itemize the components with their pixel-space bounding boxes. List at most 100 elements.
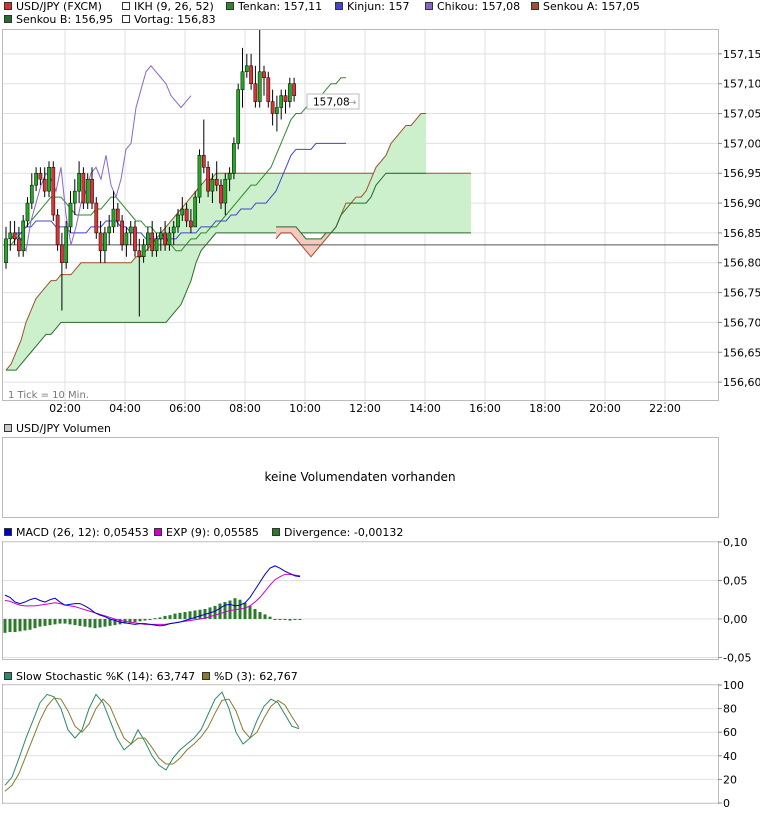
- stoch-d-line: [4, 697, 300, 792]
- candle-body: [115, 208, 120, 222]
- candle-body: [171, 226, 176, 234]
- y-tick-label: 156,65: [723, 346, 760, 359]
- candle-body: [197, 155, 202, 198]
- divergence-bar: [243, 602, 247, 619]
- y-tick-label: 157,15: [723, 48, 760, 61]
- candle-body: [154, 238, 159, 252]
- divergence-bar: [278, 618, 282, 620]
- divergence-bar: [28, 618, 32, 630]
- candle-body: [163, 232, 167, 246]
- x-tick-label: 18:00: [529, 402, 561, 415]
- stochastic-plot: 100 80 60 40 20 0: [3, 679, 744, 810]
- kumo-future-segment: [291, 226, 296, 239]
- candle-body: [266, 77, 271, 102]
- legend-label: %D (3): 62,767: [214, 670, 298, 683]
- legend-label: MACD (26, 12): 0,05453: [16, 526, 149, 539]
- axis-labels: 02:00 04:00 06:00 08:00 10:00 12:00 14:00 16:00…: [49, 48, 760, 415]
- y-tick-label: 157,00: [723, 137, 760, 150]
- candle-body: [85, 178, 90, 204]
- divergence-bar: [8, 618, 12, 633]
- macd-line: [4, 565, 301, 627]
- kumo-future-segment: [356, 197, 361, 204]
- candle-body: [270, 101, 275, 114]
- divergence-bar: [228, 600, 232, 619]
- divergence-bar: [63, 618, 67, 624]
- divergence-bar: [103, 618, 107, 627]
- kumo-future-segment: [366, 179, 371, 204]
- divergence-bar: [78, 618, 82, 626]
- kumo-future-segment: [286, 226, 291, 233]
- y-tick-label: 156,85: [723, 227, 760, 240]
- x-tick-label: 20:00: [589, 402, 621, 415]
- candle-body: [236, 89, 241, 144]
- candle-body: [262, 71, 266, 78]
- y-tick-label: -0,05: [723, 651, 751, 664]
- divergence-bar: [133, 618, 137, 623]
- tick-note: 1 Tick = 10 Min.: [8, 390, 89, 401]
- candle-body: [150, 232, 155, 252]
- price-panel-frame: [2, 29, 719, 401]
- kumo-future-segment: [386, 143, 391, 174]
- ichimoku-cloud: [5, 113, 471, 371]
- candle-body: [124, 232, 129, 246]
- divergence-bar: [153, 618, 157, 620]
- legend-swatch: [226, 2, 234, 10]
- macd-plot: 0,10 0,05 0,00 -0,05: [3, 536, 751, 664]
- candle-body: [90, 178, 94, 204]
- kumo-cloud-area: [6, 173, 471, 371]
- candle-body: [227, 172, 232, 180]
- kumo-future-segment: [311, 238, 316, 257]
- y-tick-label: 156,95: [723, 167, 760, 180]
- candlesticks: [4, 30, 296, 317]
- divergence-bar: [168, 615, 172, 619]
- legend-swatch: [335, 2, 343, 10]
- candle-body: [146, 232, 150, 246]
- candle-body: [107, 226, 112, 234]
- y-tick-label: 40: [723, 750, 737, 763]
- divergence-bar: [233, 598, 237, 619]
- divergence-bar: [158, 617, 162, 619]
- candle-body: [103, 232, 107, 252]
- candle-body: [94, 202, 99, 234]
- y-tick-label: 156,70: [723, 316, 760, 329]
- divergence-bar: [3, 618, 7, 633]
- no-volume-message: keine Volumendaten vorhanden: [264, 470, 456, 484]
- candle-body: [279, 95, 284, 108]
- candle-body: [98, 232, 103, 252]
- divergence-bar: [93, 618, 97, 629]
- divergence-bar: [128, 618, 132, 623]
- divergence-bar: [148, 618, 152, 620]
- y-tick-label: 60: [723, 726, 737, 739]
- candle-body: [193, 196, 198, 228]
- candle-body: [64, 226, 69, 263]
- candle-body: [55, 214, 60, 246]
- kumo-future-segment: [376, 161, 381, 186]
- divergence-bar: [48, 618, 52, 626]
- legend-swatch: [4, 15, 12, 23]
- divergence-bar: [18, 618, 22, 632]
- senkou-b-line: [6, 232, 471, 371]
- kumo-future-segment: [401, 125, 406, 174]
- y-tick-label: 156,75: [723, 287, 760, 300]
- divergence-bar: [258, 612, 262, 619]
- divergence-bar: [68, 618, 72, 625]
- y-tick-label: 20: [723, 773, 737, 786]
- macd-panel-frame: [2, 541, 719, 660]
- legend-swatch: [272, 528, 280, 536]
- senkou-b-future-line: [276, 172, 426, 240]
- candle-body: [137, 250, 142, 258]
- divergence-bar: [288, 618, 292, 621]
- stoch-k-line: [4, 691, 300, 786]
- divergence-bar: [58, 618, 62, 624]
- divergence-bar: [273, 618, 277, 620]
- candle-body: [214, 178, 219, 186]
- divergence-bar: [248, 605, 252, 619]
- candle-body: [29, 184, 34, 204]
- kumo-future-segment: [321, 232, 326, 245]
- divergence-bar: [253, 608, 257, 619]
- kumo-future-segment: [406, 125, 411, 174]
- kumo-future-segment: [361, 191, 366, 204]
- divergence-bar: [33, 618, 37, 629]
- kumo-future-segment: [381, 155, 386, 180]
- candle-body: [244, 65, 249, 73]
